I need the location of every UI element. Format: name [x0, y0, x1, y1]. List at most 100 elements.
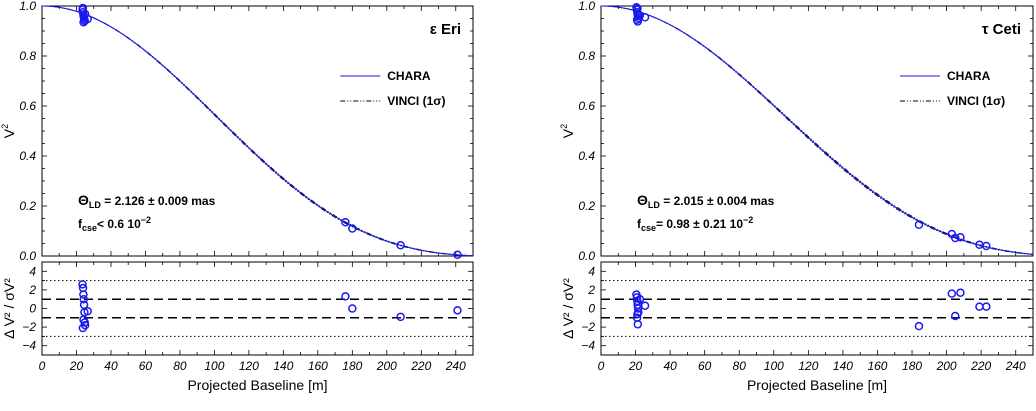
- x-axis-label: Projected Baseline [m]: [187, 377, 327, 393]
- legend-vinci-label: VINCI (1σ): [387, 94, 445, 108]
- res-y-tick-label: 2: [28, 283, 36, 297]
- y-tick-label: 0.2: [19, 199, 36, 213]
- residual-data-point: [633, 320, 643, 329]
- x-tick-label: 20: [628, 359, 643, 373]
- legend-vinci-label: VINCI (1σ): [947, 94, 1005, 108]
- residual-data-point: [956, 288, 965, 297]
- v2-data-point: [982, 241, 991, 251]
- res-y-tick-label: −4: [581, 339, 595, 353]
- v2-data-point: [396, 241, 405, 250]
- res-y-tick-label: −2: [581, 320, 595, 334]
- residual-data-point: [80, 318, 90, 327]
- v2-data-point: [348, 224, 357, 233]
- residual-data-point: [914, 321, 924, 331]
- x-tick-label: 0: [598, 359, 605, 373]
- theta-ld-annotation: ΘLD = 2.126 ± 0.009 mas: [78, 192, 216, 210]
- v2-data-point: [453, 250, 462, 259]
- v2-data-point: [950, 233, 960, 243]
- residual-data-point: [79, 290, 88, 299]
- y-tick-label: 0.6: [578, 99, 595, 113]
- x-tick-label: 200: [936, 359, 957, 373]
- y-tick-label: 0.0: [19, 249, 36, 263]
- res-y-tick-label: 2: [587, 283, 595, 297]
- res-y-tick-label: 4: [588, 264, 595, 278]
- residual-data-point: [950, 311, 960, 321]
- v2-data-point: [633, 4, 642, 13]
- x-tick-label: 80: [733, 359, 747, 373]
- chart-panel-1: 0 20 40 60 80 100 120 140 160 180 200 220 2400.00.20…: [0, 0, 474, 393]
- v2-data-point: [78, 3, 88, 13]
- x-tick-label: 140: [833, 359, 853, 373]
- legend-chara-label: CHARA: [947, 69, 991, 83]
- v2-data-point: [341, 218, 350, 227]
- residual-data-point: [348, 304, 357, 313]
- y-axis-label: V2: [559, 124, 576, 138]
- x-tick-label: 200: [376, 359, 397, 373]
- residual-plot-frame: [600, 261, 1034, 356]
- residual-data-point: [640, 301, 650, 310]
- chart-panel-2: 0 20 40 60 80 100 120 140 160 180 200 220 2400.00.20…: [559, 0, 1034, 393]
- v2-data-point: [640, 13, 650, 22]
- y-tick-label: 1.0: [19, 0, 36, 13]
- residual-data-point: [78, 323, 88, 333]
- v2-data-point: [956, 233, 965, 242]
- x-tick-label: 160: [308, 359, 328, 373]
- residual-data-point: [635, 294, 645, 304]
- v2-data-point: [914, 220, 924, 229]
- res-y-tick-label: 0: [588, 302, 595, 316]
- v2-data-point: [80, 16, 90, 26]
- theta-ld-annotation: ΘLD = 2.015 ± 0.004 mas: [637, 192, 775, 210]
- x-tick-label: 220: [970, 359, 991, 373]
- y-tick-label: 0.8: [19, 49, 36, 63]
- residual-data-point: [975, 302, 984, 311]
- res-y-tick-label: 4: [29, 264, 36, 278]
- chara-model-curve: [41, 5, 474, 257]
- y-tick-label: 0.0: [578, 249, 595, 263]
- res-y-tick-label: −2: [22, 320, 36, 334]
- residual-data-point: [396, 312, 405, 322]
- residual-plot-frame: [41, 261, 474, 356]
- residual-data-point: [453, 306, 462, 315]
- x-tick-label: 120: [798, 359, 818, 373]
- star-label: τ Ceti: [982, 21, 1021, 38]
- x-tick-label: 100: [764, 359, 784, 373]
- y-tick-label: 0.4: [578, 149, 595, 163]
- residual-data-point: [633, 304, 643, 313]
- x-tick-label: 20: [69, 359, 84, 373]
- legend-chara-label: CHARA: [387, 69, 431, 83]
- residual-data-point: [79, 294, 88, 304]
- residual-data-point: [341, 292, 350, 301]
- x-tick-label: 40: [663, 359, 677, 373]
- residual-data-point: [947, 289, 957, 298]
- x-tick-label: 240: [445, 359, 466, 373]
- x-tick-label: 180: [902, 359, 922, 373]
- star-label: ε Eri: [430, 21, 461, 38]
- x-tick-label: 140: [273, 359, 293, 373]
- y-tick-label: 0.4: [19, 149, 36, 163]
- x-tick-label: 80: [173, 359, 187, 373]
- x-tick-label: 40: [104, 359, 118, 373]
- res-y-tick-label: 0: [29, 302, 36, 316]
- residual-y-axis-label: Δ V² / σV²: [1, 278, 17, 339]
- res-y-tick-label: −4: [22, 339, 36, 353]
- x-axis-label: Projected Baseline [m]: [747, 377, 887, 393]
- residual-y-axis-label: Δ V² / σV²: [560, 278, 576, 339]
- x-tick-label: 60: [698, 359, 712, 373]
- x-tick-label: 100: [204, 359, 224, 373]
- y-tick-label: 1.0: [578, 0, 595, 13]
- chara-model-curve: [600, 5, 1034, 255]
- y-tick-label: 0.2: [578, 199, 595, 213]
- fcse-annotation: fcse< 0.6 10−2: [78, 215, 151, 233]
- y-axis-label: V2: [0, 124, 17, 138]
- v2-data-point: [635, 11, 645, 20]
- residual-data-point: [78, 280, 87, 289]
- x-tick-label: 180: [342, 359, 362, 373]
- x-tick-label: 0: [39, 359, 46, 373]
- x-tick-label: 220: [410, 359, 431, 373]
- fcse-annotation: fcse= 0.98 ± 0.21 10−2: [637, 215, 753, 233]
- y-tick-label: 0.6: [19, 99, 36, 113]
- x-tick-label: 60: [139, 359, 153, 373]
- residual-data-point: [982, 302, 991, 311]
- residual-data-point: [633, 309, 642, 319]
